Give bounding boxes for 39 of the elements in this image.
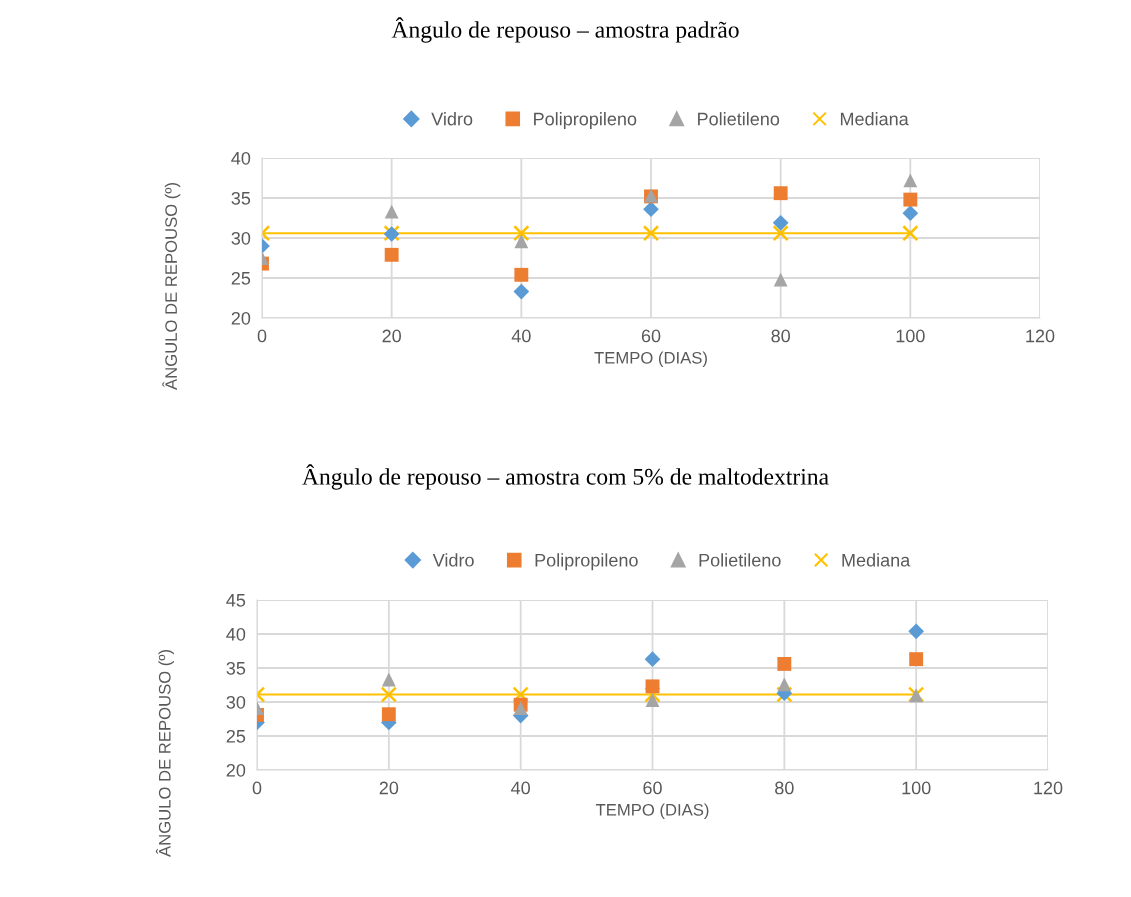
x-tick-label: 0 xyxy=(257,329,267,343)
y-tick-label: 35 xyxy=(231,191,251,205)
x-tick-label: 100 xyxy=(896,329,925,343)
legend-label: Vidro xyxy=(431,112,473,126)
x-tick-label: 120 xyxy=(1034,781,1063,795)
x-axis-title: TEMPO (DIAS) xyxy=(594,351,707,368)
y-tick-label: 25 xyxy=(226,729,246,743)
x-tick-label: 120 xyxy=(1026,329,1055,343)
x-tick-label: 20 xyxy=(382,329,401,343)
x-tick-label: 20 xyxy=(379,781,399,795)
x-tick-label: 80 xyxy=(771,329,790,343)
x-tick-label: 60 xyxy=(641,329,661,343)
y-tick-label: 30 xyxy=(226,695,246,709)
legend-label: Vidro xyxy=(432,553,474,567)
y-tick-label: 25 xyxy=(231,271,251,285)
y-tick-label: 35 xyxy=(226,661,246,675)
legend-label: Polietileno xyxy=(699,553,781,567)
legend-label: Mediana xyxy=(842,553,911,567)
y-tick-label: 20 xyxy=(231,311,251,325)
legend-label: Polipropileno xyxy=(535,553,638,571)
x-tick-label: 0 xyxy=(252,781,262,795)
x-tick-label: 80 xyxy=(775,781,794,795)
y-axis-title: ÂNGULO DE REPOUSO (º) xyxy=(155,650,174,857)
chart-title: Ângulo de repouso – amostra padrão xyxy=(391,17,739,43)
chart-title: Ângulo de repouso – amostra com 5% de maltodextrina xyxy=(302,464,829,490)
y-tick-label: 20 xyxy=(226,763,246,777)
legend-label: Polipropileno xyxy=(534,112,637,129)
y-tick-label: 30 xyxy=(231,231,251,245)
x-tick-label: 60 xyxy=(643,781,662,795)
y-axis-title: ÂNGULO DE REPOUSO (º) xyxy=(162,183,181,390)
x-tick-label: 100 xyxy=(902,781,931,795)
y-tick-label: 45 xyxy=(226,594,246,607)
y-tick-label: 40 xyxy=(226,627,246,641)
x-tick-label: 40 xyxy=(511,329,531,343)
legend-label: Polietileno xyxy=(698,112,780,126)
x-axis-title: TEMPO (DIAS) xyxy=(595,803,709,820)
y-tick-label: 40 xyxy=(231,151,251,165)
legend-label: Mediana xyxy=(840,112,909,126)
x-tick-label: 40 xyxy=(511,781,530,795)
